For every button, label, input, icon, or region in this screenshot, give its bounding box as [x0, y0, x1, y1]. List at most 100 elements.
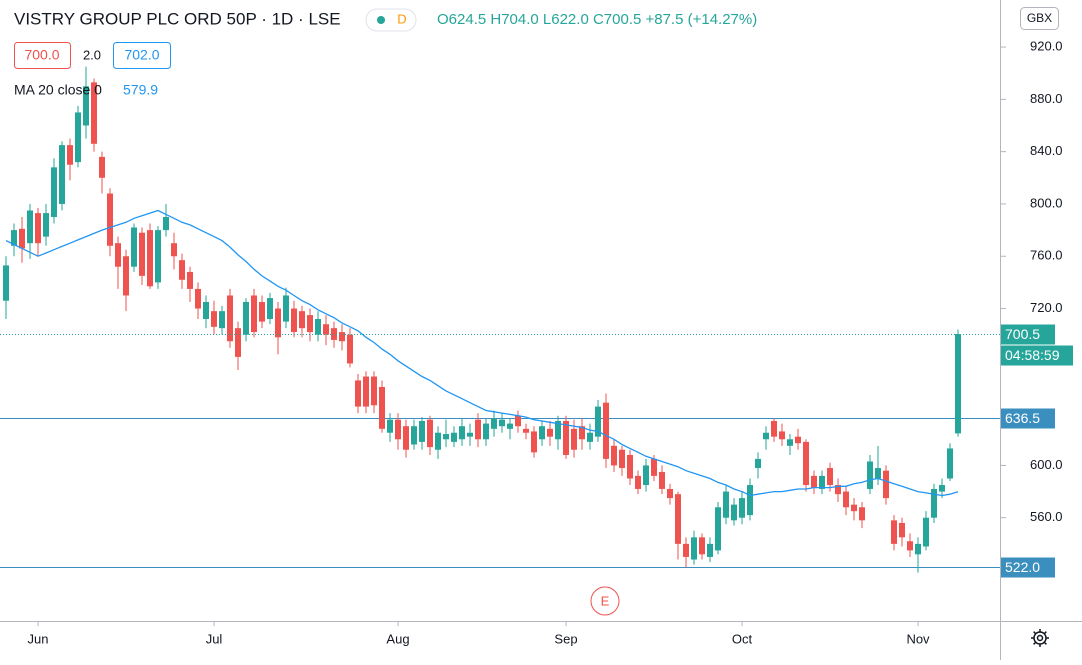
- candle-body: [195, 288, 201, 309]
- candle-body: [67, 145, 73, 165]
- price-line-label: 522.0: [1005, 559, 1040, 575]
- candle-body: [915, 543, 921, 555]
- event-marker[interactable]: E: [601, 593, 610, 608]
- candle-body: [579, 426, 585, 440]
- candle-body: [843, 491, 849, 508]
- candle-body: [99, 156, 105, 178]
- last-price-label: 700.5: [1005, 326, 1040, 342]
- candle-body: [59, 145, 65, 204]
- candle-body: [755, 458, 761, 469]
- x-tick-label: Jun: [28, 631, 49, 646]
- candle-body: [483, 423, 489, 440]
- candle-body: [699, 537, 705, 555]
- ohlc-legend: O624.5 H704.0 L622.0 C700.5 +87.5 (+14.2…: [437, 11, 757, 28]
- x-tick-label: Aug: [386, 631, 409, 646]
- candle-body: [547, 428, 553, 437]
- candle-body: [499, 419, 505, 427]
- candle-body: [51, 167, 57, 218]
- candle-body: [475, 419, 481, 440]
- y-tick-label: 880.0: [1030, 91, 1063, 106]
- ask[interactable]: 702.0: [124, 47, 159, 63]
- candle-body: [3, 265, 9, 301]
- candle-body: [811, 475, 817, 488]
- event-circle[interactable]: [590, 586, 620, 616]
- price-line-label-box: [1001, 557, 1055, 578]
- candle-body: [883, 470, 889, 499]
- candle-body: [347, 334, 353, 364]
- candle-body: [91, 82, 97, 144]
- gear-hub[interactable]: [1036, 634, 1044, 642]
- candle-body: [307, 315, 313, 333]
- candle-body: [107, 193, 113, 246]
- candle-body: [643, 465, 649, 486]
- candle-body: [171, 243, 177, 257]
- candle-body: [427, 419, 433, 448]
- countdown-box: [1001, 345, 1073, 366]
- candle-body: [835, 485, 841, 495]
- x-tick-label: Sep: [554, 631, 577, 646]
- candle-body: [715, 507, 721, 551]
- candle-body: [299, 311, 305, 329]
- candle-body: [651, 458, 657, 476]
- candle-body: [619, 449, 625, 469]
- candle-body: [459, 426, 465, 440]
- y-tick-label: 840.0: [1030, 143, 1063, 158]
- settings-icon[interactable]: [1031, 629, 1049, 647]
- candle-body: [203, 302, 209, 319]
- candle-body: [259, 302, 265, 322]
- candle-body: [187, 271, 193, 289]
- currency-box[interactable]: [1020, 7, 1059, 30]
- candle-body: [219, 311, 225, 329]
- chart-title: VISTRY GROUP PLC ORD 50P · 1D · LSE: [14, 9, 341, 28]
- bid[interactable]: 700.0: [24, 47, 59, 63]
- y-tick-label: 760.0: [1030, 248, 1063, 263]
- candle-body: [27, 210, 33, 244]
- candle-body: [139, 232, 145, 276]
- candle-body: [435, 432, 441, 450]
- candle-body: [955, 334, 961, 434]
- candle-body: [787, 439, 793, 446]
- price-line-label-box: [1001, 408, 1055, 429]
- candle-body: [819, 475, 825, 489]
- candle-body: [851, 504, 857, 512]
- candle-body: [11, 230, 17, 246]
- candle-body: [43, 213, 49, 237]
- candle-body: [507, 423, 513, 429]
- candle-body: [339, 332, 345, 342]
- candle-body: [363, 376, 369, 407]
- candle-body: [659, 471, 665, 489]
- y-tick-label: 800.0: [1030, 195, 1063, 210]
- candle-body: [859, 507, 865, 521]
- candle-body: [627, 454, 633, 479]
- gear-teeth[interactable]: [1031, 629, 1049, 647]
- candle-body: [899, 522, 905, 538]
- candle-body: [283, 295, 289, 322]
- candle-body: [675, 494, 681, 544]
- candle-body: [75, 112, 81, 163]
- indicator-name: MA 20 close 0: [14, 82, 102, 98]
- price-line-label: 636.5: [1005, 410, 1040, 426]
- ask-box[interactable]: [113, 42, 171, 69]
- candle-body: [123, 256, 129, 296]
- candle-body: [667, 488, 673, 499]
- candle-body: [179, 260, 185, 280]
- candle-body: [443, 434, 449, 440]
- last-price-box: [1001, 324, 1055, 345]
- candle-body: [739, 498, 745, 518]
- status-pill: [365, 8, 417, 32]
- candle-body: [827, 468, 833, 486]
- candle-body: [611, 445, 617, 466]
- candle-body: [115, 243, 121, 267]
- candle-body: [907, 541, 913, 551]
- candle-body: [467, 432, 473, 437]
- candle-body: [243, 302, 249, 335]
- candle-body: [395, 419, 401, 440]
- candle-body: [267, 298, 273, 319]
- y-tick-label: 600.0: [1030, 457, 1063, 472]
- currency[interactable]: GBX: [1027, 11, 1052, 25]
- candle-body: [235, 328, 241, 357]
- candle-body: [323, 324, 329, 335]
- bid-box[interactable]: [14, 42, 71, 69]
